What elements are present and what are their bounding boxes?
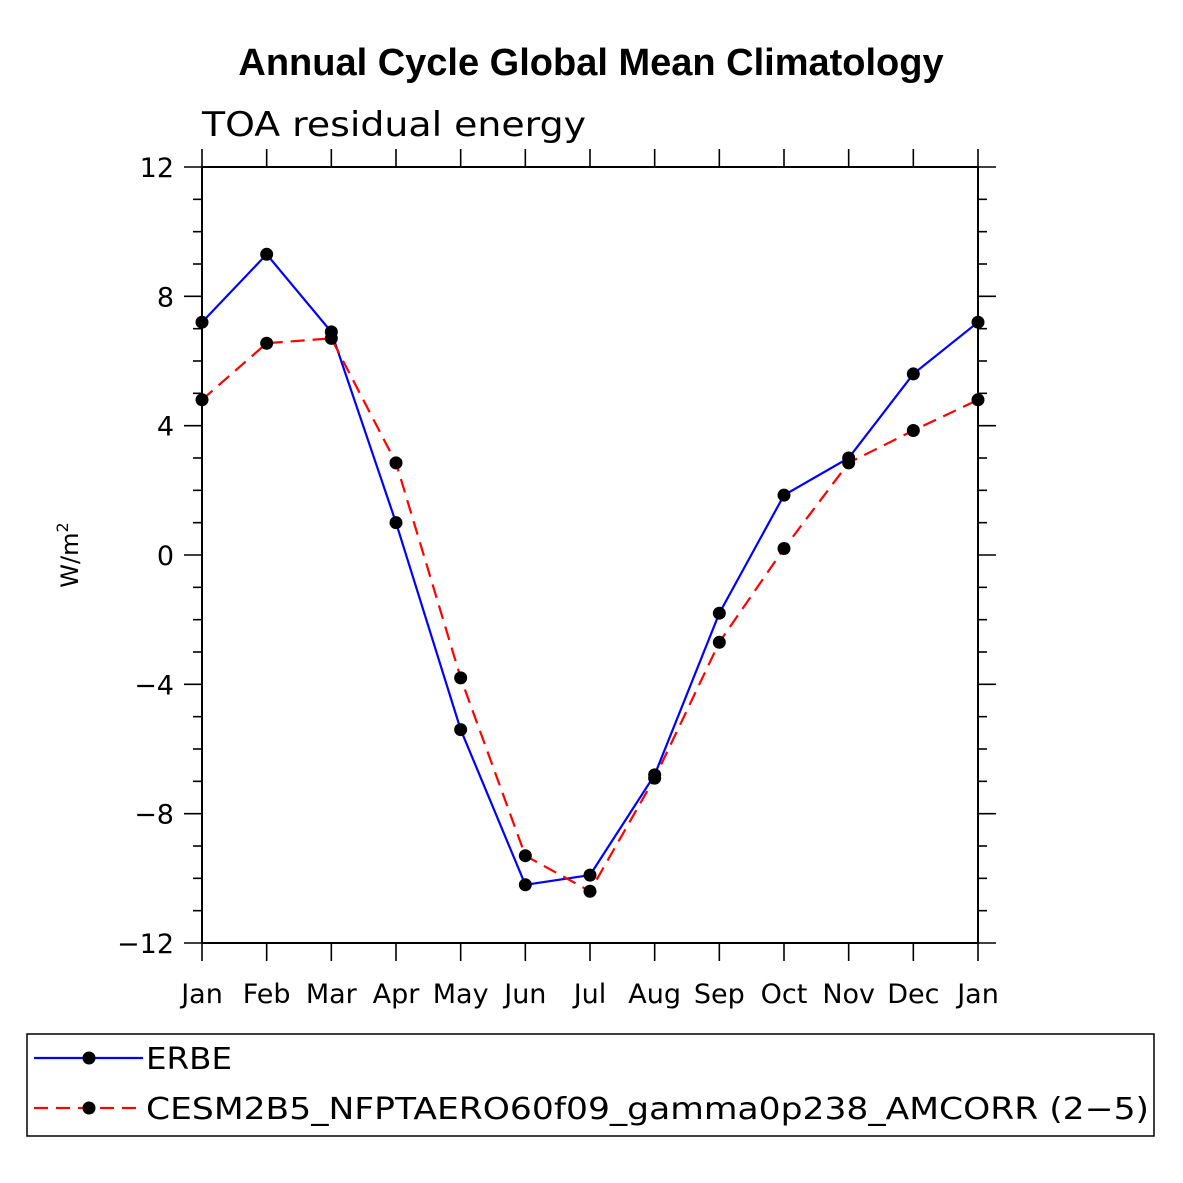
legend-label-1: ERBE <box>146 1042 232 1077</box>
series-1-point <box>518 878 532 892</box>
series-1-point <box>906 367 920 381</box>
series-line-1 <box>201 252 979 887</box>
x-tick-label: Feb <box>243 979 291 1010</box>
series-2-point <box>389 456 403 470</box>
series-2-point <box>454 671 468 685</box>
x-tick-labels: Jan Feb Mar Apr May Jun Jul Aug Sep Oct Nov Dec Jan <box>179 979 999 1010</box>
legend-marker-2 <box>82 1101 96 1115</box>
x-tick-label: Jan <box>179 979 223 1010</box>
svg-text:W/m2: W/m2 <box>53 522 84 587</box>
series-2-point <box>712 635 726 649</box>
legend-marker-1 <box>82 1051 96 1065</box>
chart-subtitle: TOA residual energy <box>201 105 586 145</box>
series-1-point <box>712 606 726 620</box>
series-1-point <box>583 868 597 882</box>
y-tick-label: −4 <box>134 670 174 701</box>
x-tick-label: Apr <box>373 979 421 1010</box>
x-tick-label: Oct <box>761 979 808 1010</box>
x-tick-label: Jan <box>955 979 999 1010</box>
series-2-point <box>260 336 274 350</box>
legend-label-2: CESM2B5_NFPTAERO60f09_gamma0p238_AMCORR … <box>146 1092 1149 1127</box>
series-2-point <box>777 542 791 556</box>
series-1-point <box>389 516 403 530</box>
y-tick-label: −12 <box>117 929 174 960</box>
series-2-point <box>971 393 985 407</box>
y-tick-labels: −12 −8 −4 0 4 8 12 <box>117 153 174 960</box>
series-group <box>195 247 985 898</box>
x-tick-label: Nov <box>822 979 875 1010</box>
y-axis-label-superscript: 2 <box>53 522 72 532</box>
series-1-point <box>195 315 209 329</box>
series-1-point <box>971 315 985 329</box>
x-tick-label: Jul <box>572 979 607 1010</box>
series-1-point <box>260 247 274 261</box>
series-2-point <box>583 884 597 898</box>
y-tick-label: 8 <box>157 282 174 313</box>
x-tick-label: May <box>433 979 489 1010</box>
y-axis-label: W/m2 <box>53 522 84 587</box>
series-1-point <box>454 723 468 737</box>
y-tick-label: 12 <box>140 153 174 184</box>
series-2-point <box>842 456 856 470</box>
series-line-2 <box>201 337 979 893</box>
plot-frame <box>201 166 979 944</box>
x-tick-label: Aug <box>628 979 681 1010</box>
legend-box <box>26 1033 1155 1137</box>
x-tick-label: Sep <box>694 979 745 1010</box>
series-2-point <box>195 393 209 407</box>
series-1-point <box>777 488 791 502</box>
y-tick-label: 0 <box>157 541 174 572</box>
series-2-point <box>648 771 662 785</box>
chart-title: Annual Cycle Global Mean Climatology <box>238 42 943 84</box>
legend-items: ERBE CESM2B5_NFPTAERO60f09_gamma0p238_AMC… <box>34 1042 1149 1127</box>
y-tick-label: 4 <box>157 412 174 443</box>
y-axis-label-text: W/m <box>56 532 84 587</box>
x-tick-label: Dec <box>887 979 939 1010</box>
y-tick-label: −8 <box>134 800 174 831</box>
series-2-point <box>324 331 338 345</box>
x-tick-label: Mar <box>306 979 358 1010</box>
series-2-point <box>518 849 532 863</box>
axis-ticks <box>184 149 996 961</box>
series-2-point <box>906 424 920 438</box>
legend: ERBE CESM2B5_NFPTAERO60f09_gamma0p238_AMC… <box>26 1033 1155 1137</box>
x-tick-label: Jun <box>502 979 546 1010</box>
